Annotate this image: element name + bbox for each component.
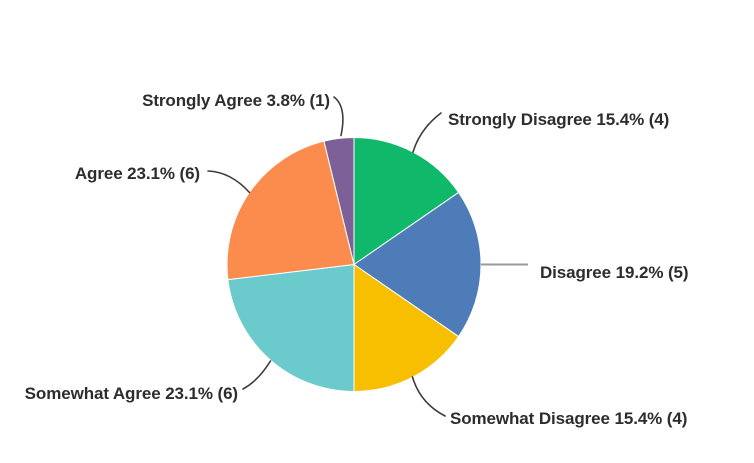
slice-label-strongly-disagree: Strongly Disagree 15.4% (4) (448, 110, 670, 129)
slice-label-somewhat-agree: Somewhat Agree 23.1% (6) (24, 384, 238, 403)
pie-slices (226, 136, 482, 393)
pie-slice-disagree (353, 191, 482, 338)
pie-slice-somewhat-agree (227, 263, 355, 393)
leader-line-strongly-disagree (412, 112, 442, 153)
slice-label-strongly-agree: Strongly Agree 3.8% (1) (142, 91, 330, 110)
leader-line-somewhat-agree (242, 360, 272, 390)
slice-label-somewhat-disagree: Somewhat Disagree 15.4% (4) (450, 409, 688, 428)
leader-line-somewhat-disagree (411, 376, 446, 417)
pie-slice-strongly-agree (323, 136, 355, 265)
leader-line-agree (207, 170, 251, 194)
leader-line-strongly-agree (333, 96, 344, 137)
leader-lines (207, 96, 528, 417)
slice-label-disagree: Disagree 19.2% (5) (540, 263, 689, 282)
slice-label-agree: Agree 23.1% (6) (74, 164, 200, 183)
